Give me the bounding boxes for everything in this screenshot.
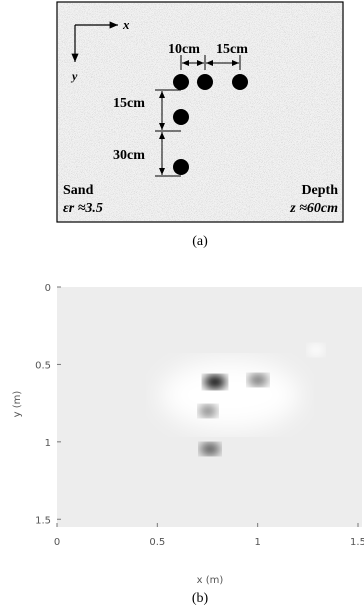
- medium-label: Sand: [63, 183, 94, 198]
- y-tick-label: 0.5: [35, 360, 51, 371]
- y-tick-label: 0: [45, 283, 51, 294]
- spacing-label: 10cm: [168, 42, 200, 57]
- axis-x-label: x: [122, 17, 130, 32]
- panel-a: x y 10cm 15cm 15cm 30cm Sand εr ≈3.5 Dep…: [57, 2, 343, 249]
- page: x y 10cm 15cm 15cm 30cm Sand εr ≈3.5 Dep…: [0, 0, 364, 610]
- y-axis-label: y (m): [12, 391, 23, 418]
- x-tick-label: 0.5: [149, 537, 165, 548]
- y-tick-label: 1.5: [35, 515, 51, 526]
- sand-texture: [58, 3, 342, 221]
- spacing-label: 30cm: [113, 148, 145, 163]
- spacing-label: 15cm: [113, 96, 145, 111]
- caption: (b): [192, 591, 209, 606]
- x-axis-label: x (m): [197, 575, 224, 586]
- x-tick-label: 1.5: [350, 537, 364, 548]
- axis-y-label: y: [70, 69, 78, 83]
- depth-label: Depth: [301, 183, 338, 198]
- x-tick-label: 0: [54, 537, 60, 548]
- x-tick-label: 1: [254, 537, 260, 548]
- permittivity-label: εr ≈3.5: [63, 201, 103, 216]
- depth-value: z ≈60cm: [289, 201, 338, 216]
- y-tick-label: 1: [45, 438, 51, 449]
- spacing-label: 15cm: [216, 42, 248, 57]
- figure: x y 10cm 15cm 15cm 30cm Sand εr ≈3.5 Dep…: [0, 0, 364, 610]
- caption: (a): [192, 234, 208, 249]
